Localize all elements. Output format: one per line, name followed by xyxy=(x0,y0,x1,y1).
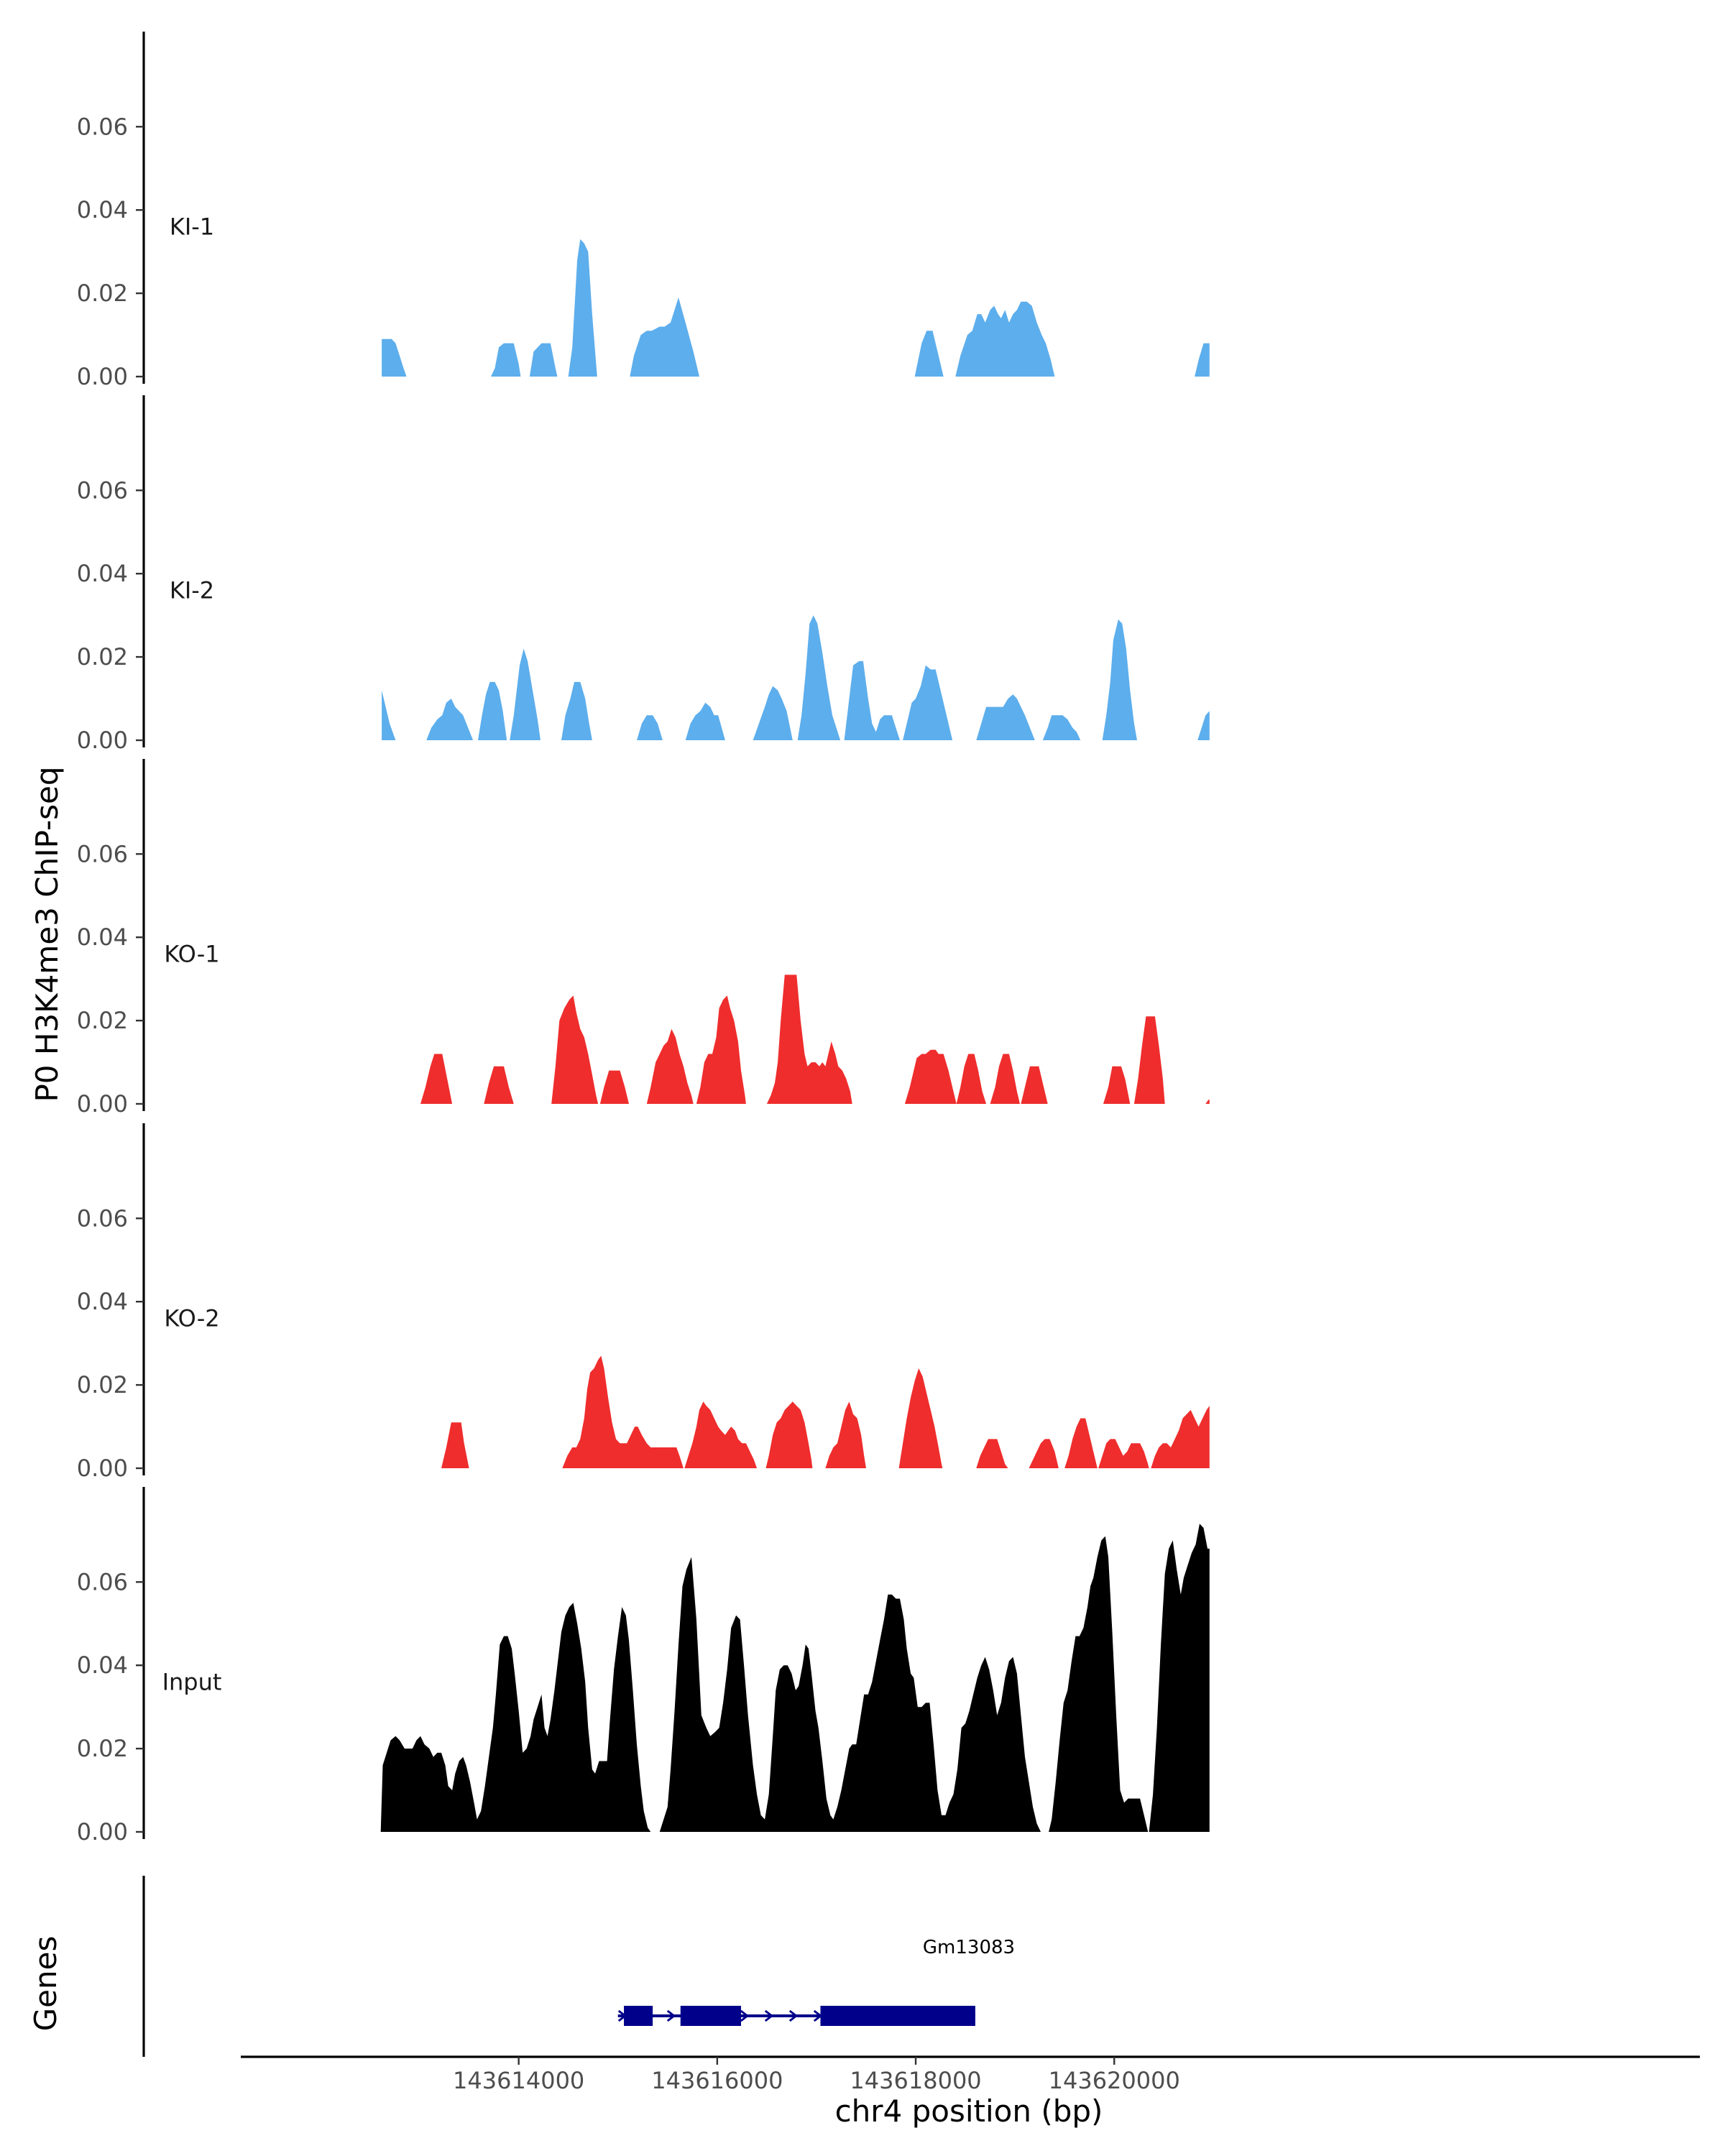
y-tick-label: 0.06 xyxy=(77,1204,128,1232)
track-label: KI-2 xyxy=(170,576,214,604)
y-tick-label: 0.06 xyxy=(77,1568,128,1595)
y-tick-label: 0.00 xyxy=(77,1090,128,1118)
coverage-area-input xyxy=(380,1524,1210,1832)
strand-arrow xyxy=(740,2009,750,2022)
x-tick-label: 143618000 xyxy=(850,2067,981,2094)
y-tick-label: 0.04 xyxy=(77,1288,128,1315)
y-tick-label: 0.04 xyxy=(77,1651,128,1679)
y-tick-label: 0.06 xyxy=(77,113,128,140)
track-ki-2: 0.00 0.02 0.04 0.06 KI-2 xyxy=(77,395,1210,754)
y-tick-label: 0.02 xyxy=(77,280,128,307)
genes-title: Genes xyxy=(28,1936,63,2032)
coverage-area-ko-2 xyxy=(441,1355,1210,1468)
gene-label: Gm13083 xyxy=(923,1937,1015,1958)
track-ki-1: 0.00 0.02 0.04 0.06 KI-1 xyxy=(77,32,1210,390)
y-tick-label: 0.02 xyxy=(77,643,128,671)
y-tick-label: 0.02 xyxy=(77,1371,128,1399)
strand-arrow xyxy=(666,2009,676,2022)
y-tick-label: 0.00 xyxy=(77,363,128,390)
track-input: 0.00 0.02 0.04 0.06 Input xyxy=(77,1487,1210,1846)
y-tick-label: 0.00 xyxy=(77,727,128,754)
y-tick-label: 0.00 xyxy=(77,1455,128,1482)
x-tick-label: 143616000 xyxy=(651,2067,783,2094)
x-axis-title: chr4 position (bp) xyxy=(835,2093,1103,2129)
y-tick-label: 0.04 xyxy=(77,560,128,587)
y-tick-label: 0.02 xyxy=(77,1735,128,1762)
y-tick-label: 0.06 xyxy=(77,476,128,504)
coverage-area-ki-1 xyxy=(382,239,1210,377)
x-axis: 143614000 143616000 143618000 143620000 xyxy=(241,2055,1700,2094)
coverage-area-ki-2 xyxy=(382,615,1210,740)
coverage-area-ko-1 xyxy=(420,975,1210,1104)
genes-panel: Gm13083 xyxy=(142,1876,1015,2057)
track-label: KO-2 xyxy=(164,1304,219,1332)
gene-exon xyxy=(820,2006,975,2026)
track-ko-2: 0.00 0.02 0.04 0.06 KO-2 xyxy=(77,1123,1210,1482)
track-label: KI-1 xyxy=(170,213,214,240)
y-axis-title: P0 H3K4me3 ChIP-seq xyxy=(29,766,65,1102)
track-ko-1: 0.00 0.02 0.04 0.06 KO-1 xyxy=(77,759,1210,1118)
strand-arrow xyxy=(788,2009,799,2022)
gene-gm13083: Gm13083 xyxy=(617,1937,1015,2026)
track-label: KO-1 xyxy=(164,940,219,967)
track-label: Input xyxy=(162,1668,222,1695)
y-tick-label: 0.06 xyxy=(77,840,128,867)
gene-exon xyxy=(680,2006,741,2026)
y-tick-label: 0.04 xyxy=(77,923,128,951)
y-tick-label: 0.00 xyxy=(77,1818,128,1846)
y-tick-label: 0.02 xyxy=(77,1007,128,1034)
tracks-layer: 0.00 0.02 0.04 0.06 KI-1 0.00 0.02 0.04 0.06 KI-2… xyxy=(77,32,1210,1846)
y-tick-label: 0.04 xyxy=(77,196,128,224)
x-tick-label: 143614000 xyxy=(453,2067,584,2094)
gene-exon xyxy=(624,2006,653,2026)
x-tick-label: 143620000 xyxy=(1049,2067,1180,2094)
strand-arrow xyxy=(764,2009,774,2022)
